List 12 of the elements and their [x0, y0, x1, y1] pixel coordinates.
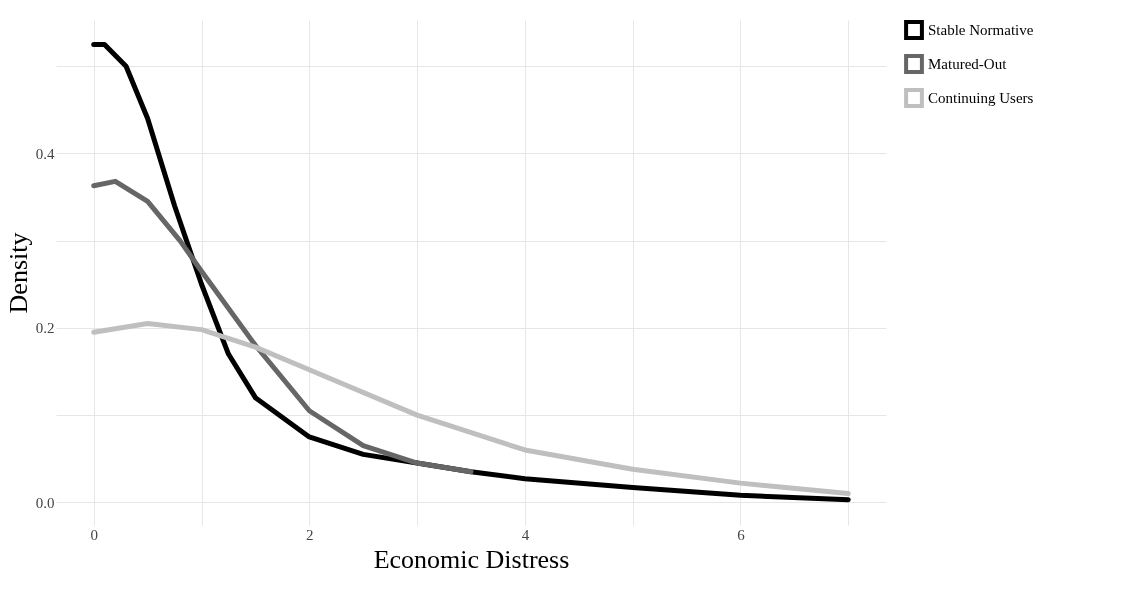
legend-label: Matured-Out	[928, 56, 1008, 72]
x-tick-label: 0	[90, 526, 98, 543]
y-axis-title: Density	[3, 232, 33, 314]
x-tick-label: 6	[737, 526, 746, 543]
x-axis-title: Economic Distress	[373, 544, 570, 574]
y-tick-label: 0.4	[35, 145, 55, 162]
legend-label: Stable Normative	[928, 22, 1034, 38]
y-tick-label: 0.0	[35, 494, 55, 511]
x-tick-label: 2	[306, 526, 314, 543]
y-tick-label: 0.2	[35, 320, 55, 337]
x-tick-label: 4	[521, 526, 530, 543]
legend-label: Continuing Users	[928, 90, 1034, 106]
